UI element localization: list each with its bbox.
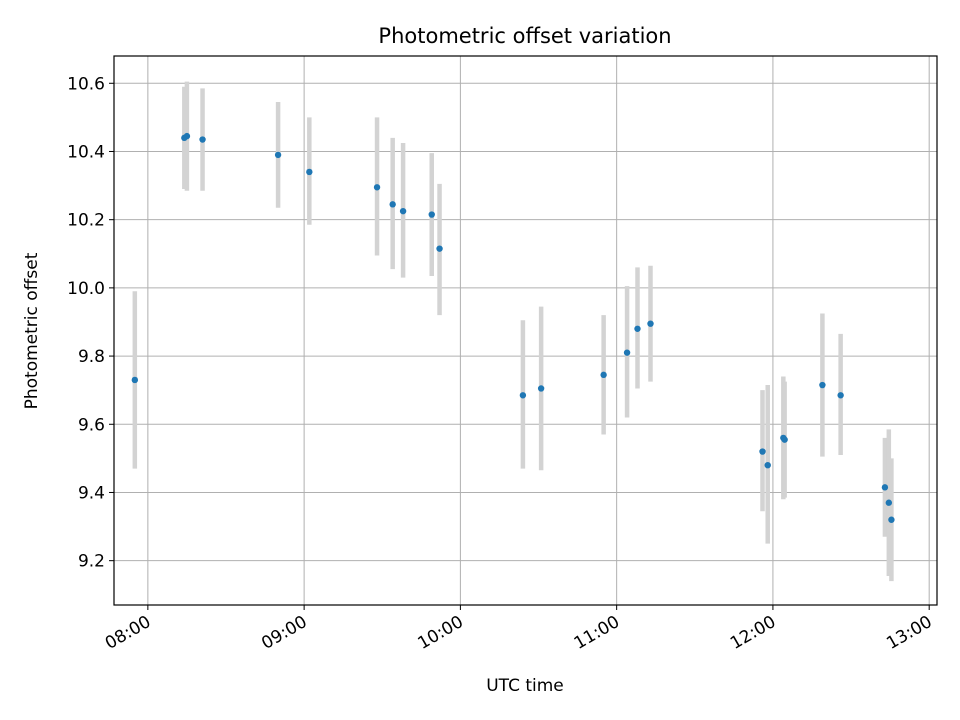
data-point: [647, 320, 654, 327]
data-point: [274, 151, 282, 159]
data-point: [519, 392, 527, 399]
y-tick-label: 9.6: [78, 415, 105, 435]
data-point: [199, 136, 206, 143]
grid: [114, 56, 937, 605]
data-point: [600, 371, 607, 379]
data-point: [306, 168, 313, 176]
x-tick-label: 08:00: [102, 612, 154, 654]
data-point: [837, 392, 844, 399]
x-axis-label: UTC time: [486, 676, 564, 696]
x-tick-label: 10:00: [414, 612, 466, 654]
error-bars: [132, 81, 894, 582]
data-point: [781, 436, 788, 443]
y-tick-label: 9.2: [78, 552, 105, 572]
data-point: [537, 385, 545, 392]
data-point: [131, 376, 139, 384]
data-point: [759, 448, 766, 455]
y-tick-label: 10.4: [67, 142, 105, 162]
data-point: [389, 201, 396, 208]
data-points: [131, 132, 895, 523]
data-point: [819, 381, 826, 389]
x-tick-label: 12:00: [727, 612, 779, 654]
y-tick-label: 10.6: [67, 74, 105, 94]
data-point: [881, 484, 889, 491]
data-point: [888, 516, 895, 523]
chart-title: Photometric offset variation: [378, 24, 671, 48]
data-point: [436, 245, 443, 252]
x-tick-label: 13:00: [883, 612, 935, 654]
y-tick-label: 10.0: [67, 279, 105, 299]
data-point: [623, 349, 631, 356]
y-tick-label: 9.8: [78, 347, 105, 367]
data-point: [399, 207, 407, 215]
y-axis-label: Photometric offset: [22, 252, 42, 409]
y-tick-label: 10.2: [67, 211, 105, 231]
plot-frame: [113, 55, 938, 606]
x-tick-label: 09:00: [258, 612, 310, 654]
data-point: [183, 132, 191, 140]
data-point: [885, 499, 893, 506]
data-point: [428, 211, 435, 218]
y-tick-label: 9.4: [78, 483, 105, 503]
axis-ticks: 08:00 09:00 10:00 11:00 12:00 13:00 9.2 9.4 9.6 9…: [67, 74, 936, 654]
x-tick-label: 11:00: [571, 612, 623, 654]
data-point: [634, 325, 641, 332]
data-point: [764, 461, 771, 469]
data-point: [373, 184, 381, 191]
